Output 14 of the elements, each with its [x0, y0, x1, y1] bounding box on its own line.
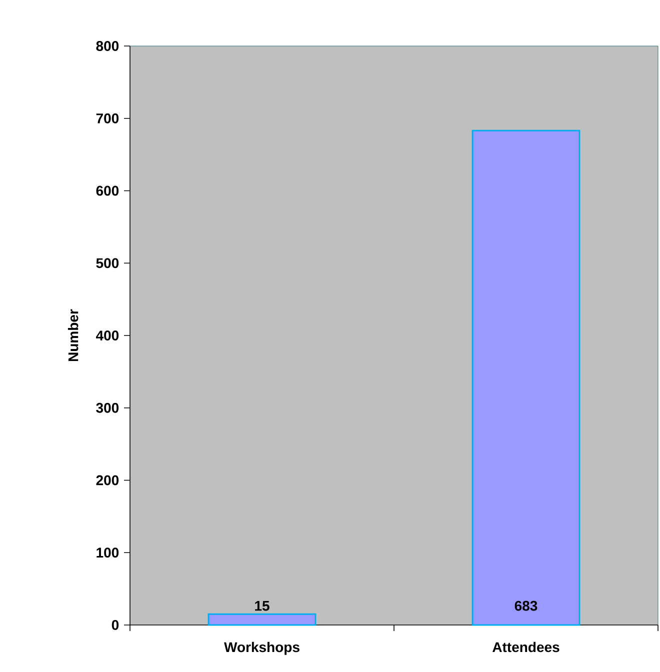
x-tick-label: Attendees [492, 642, 560, 652]
y-tick-label: 400 [96, 330, 119, 340]
data-label: 683 [514, 600, 538, 611]
y-axis-title: Number [68, 309, 78, 362]
x-tick-label: Workshops [224, 642, 300, 655]
y-tick-label: 500 [96, 258, 119, 268]
data-label: 15 [255, 601, 270, 611]
y-tick-label: 600 [96, 186, 119, 196]
y-tick-label: 200 [96, 475, 119, 486]
y-tick-label: 100 [96, 548, 119, 558]
y-tick-label: 300 [96, 402, 119, 413]
y-tick-label: 700 [96, 113, 119, 124]
y-tick-label: 800 [96, 41, 119, 51]
y-tick-label: 0 [112, 620, 119, 630]
